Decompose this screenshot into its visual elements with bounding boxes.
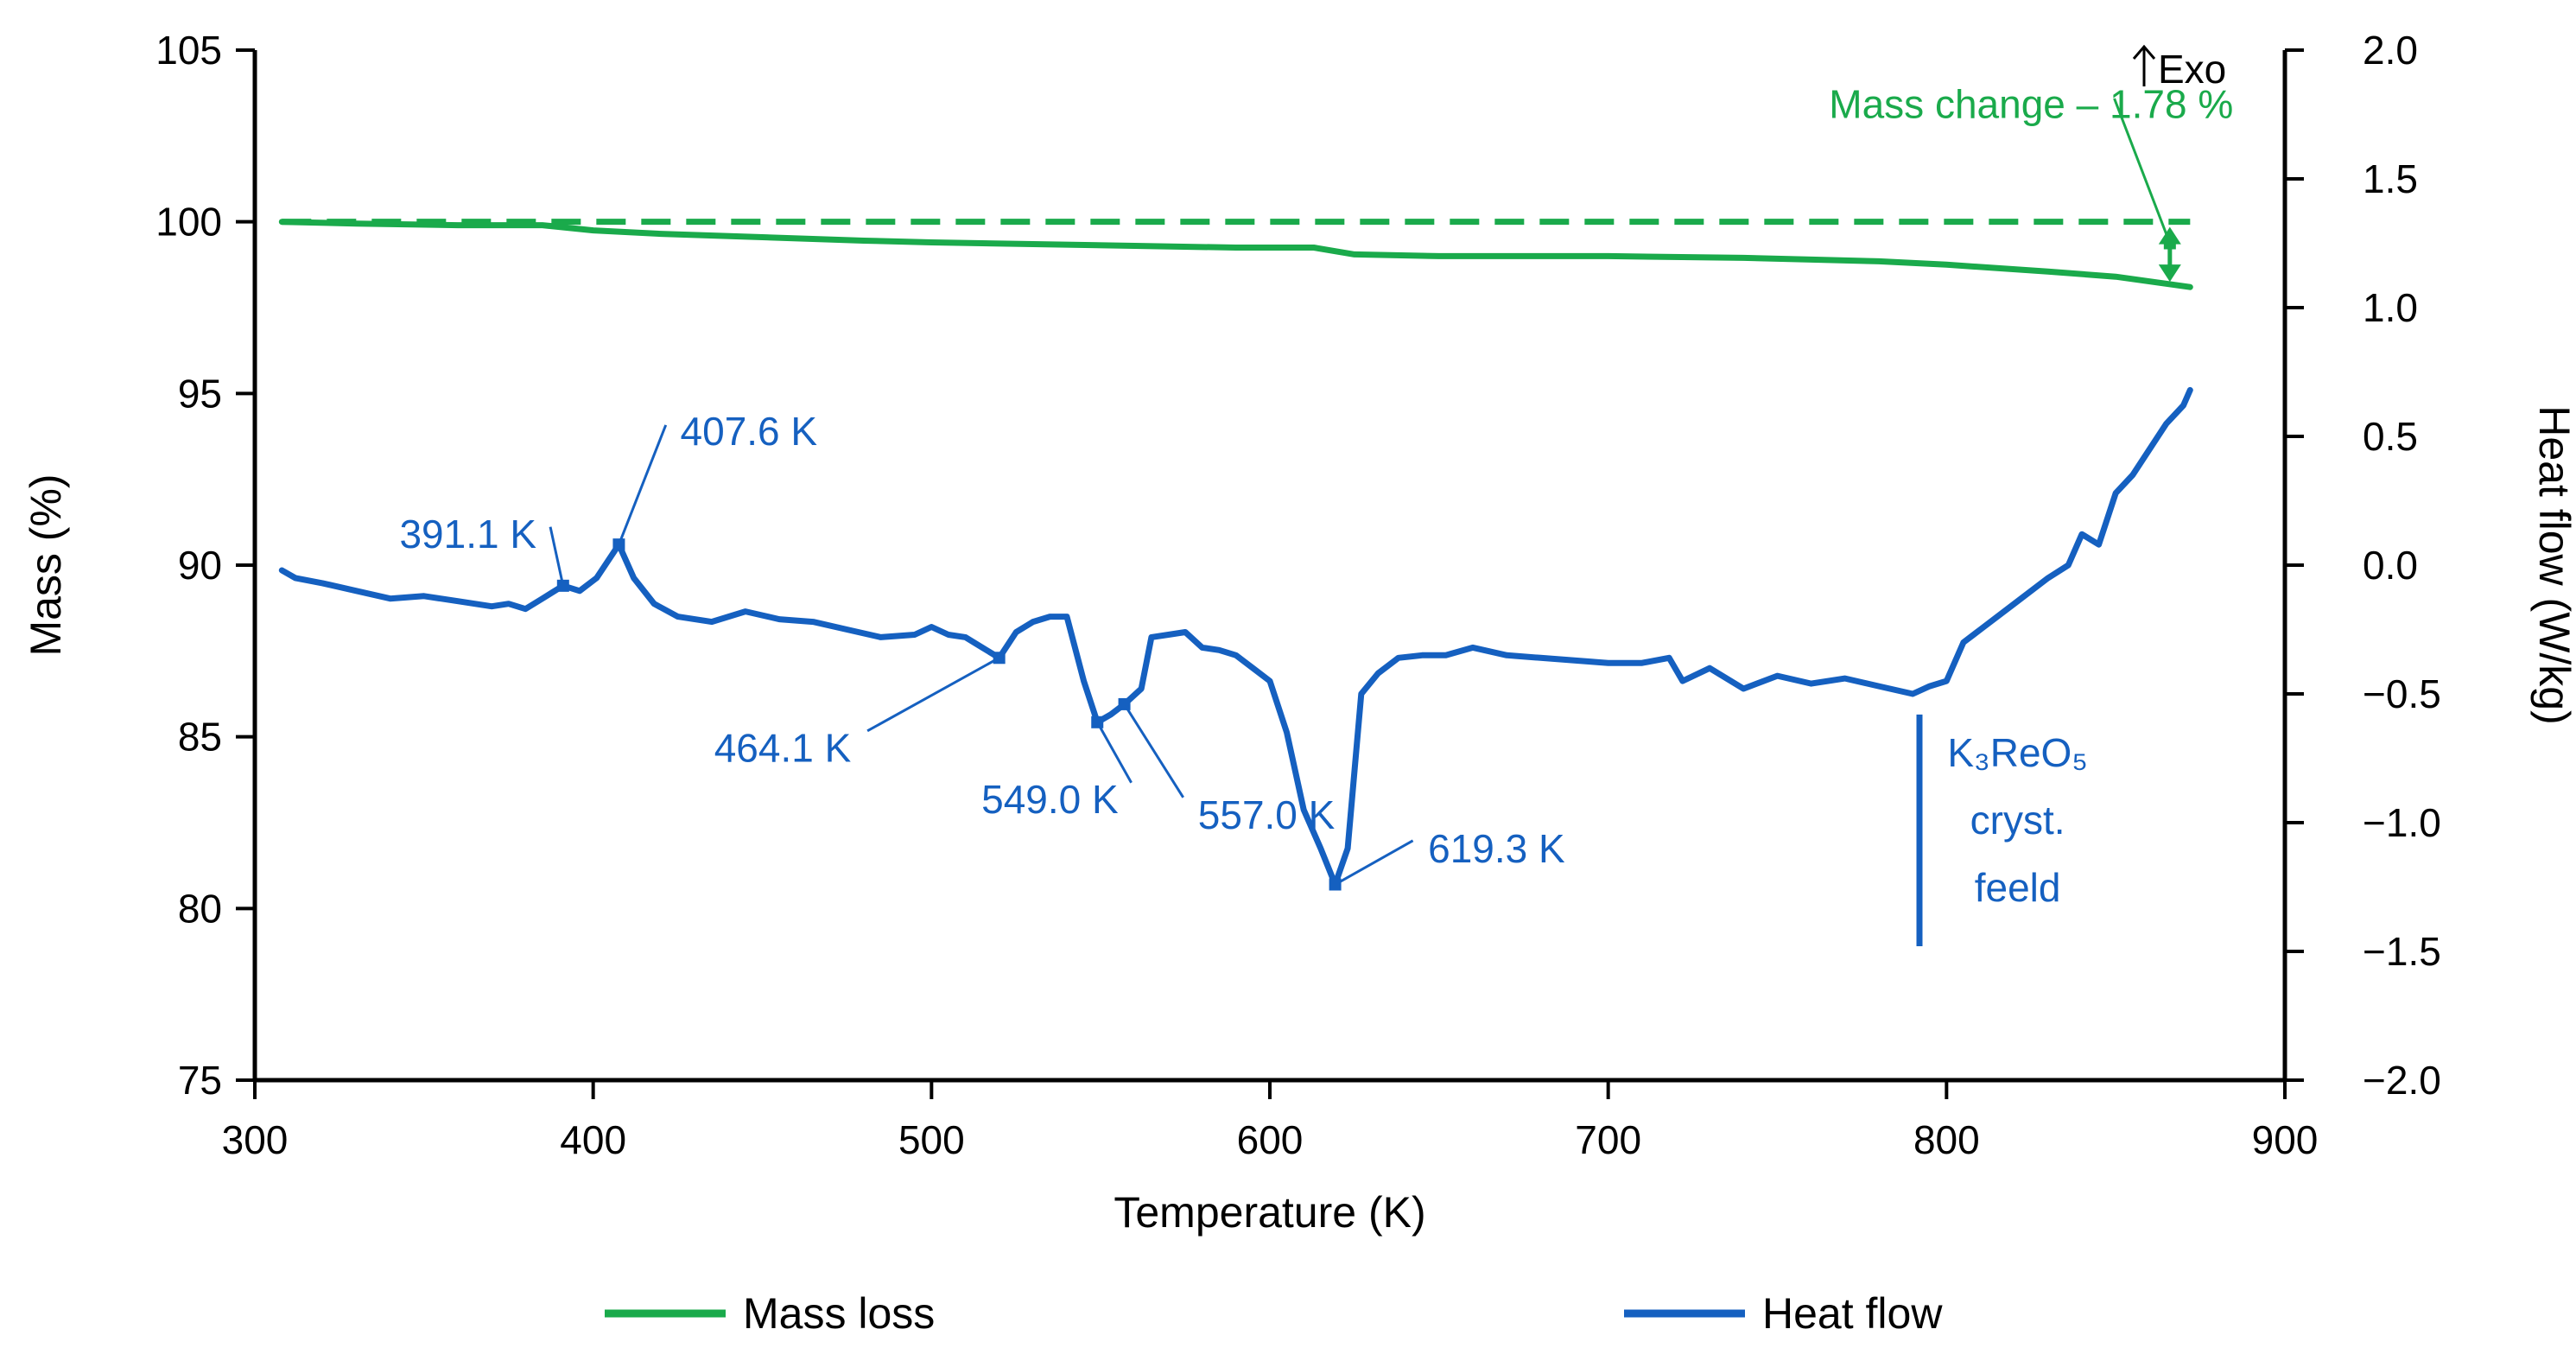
annotation-label: Mass change – 1.78 % <box>1829 82 2233 127</box>
y-left-tick-label: 100 <box>155 200 222 245</box>
y-left-tick-label: 75 <box>178 1058 222 1103</box>
exo-label: Exo <box>2158 47 2226 92</box>
y-left-tick-label: 90 <box>178 543 222 588</box>
annotation-leader <box>866 656 1000 733</box>
annotation-point-marker <box>1091 715 1104 728</box>
mass-loss-line <box>278 219 2193 290</box>
exo-arrow-icon <box>2132 44 2156 86</box>
annotation-label: 391.1 K <box>399 512 536 556</box>
annotation-label: 619.3 K <box>1428 826 1565 871</box>
x-axis-title: Temperature (K) <box>1114 1188 1425 1237</box>
y-right-tick-label: −0.5 <box>2363 671 2441 716</box>
annotation-point-marker <box>2163 237 2176 250</box>
annotation-point-marker <box>1118 697 1131 710</box>
x-tick-label: 600 <box>1237 1117 1304 1162</box>
y-left-tick-label: 95 <box>178 371 222 416</box>
annotation-point-marker <box>1329 878 1342 891</box>
annotation-leader <box>1334 839 1414 886</box>
y-right-tick-label: −2.0 <box>2363 1058 2441 1103</box>
annotation-point-marker <box>556 579 569 592</box>
region-marker-label: cryst. <box>1970 798 2065 843</box>
y-right-tick-label: 1.0 <box>2363 285 2418 330</box>
x-tick-label: 800 <box>1913 1117 1980 1162</box>
annotation-point-marker <box>612 538 625 551</box>
legend: Mass loss Heat flow <box>605 1289 1943 1338</box>
annotation-label: 549.0 K <box>981 777 1119 822</box>
x-tick-label: 700 <box>1575 1117 1641 1162</box>
y-axis-left-title: Mass (%) <box>22 474 70 656</box>
region-marker-label: feeld <box>1975 865 2061 910</box>
series <box>278 219 2193 887</box>
y-left-tick-label: 85 <box>178 715 222 760</box>
annotation-leader <box>549 526 565 587</box>
annotation-point-marker <box>993 652 1006 665</box>
heat-flow-line <box>278 386 2193 887</box>
annotation-label: 464.1 K <box>714 726 852 771</box>
ticks: 300 400 500 600 700 800 900 75 80 85 90 95 100 105 −2.… <box>155 28 2441 1162</box>
y-right-tick-label: −1.0 <box>2363 800 2441 845</box>
y-right-tick-label: −1.5 <box>2363 929 2441 974</box>
y-left-tick-label: 80 <box>178 886 222 931</box>
y-axis-right-title: Heat flow (W/kg) <box>2530 405 2576 725</box>
annotation-label: 557.0 K <box>1198 792 1336 837</box>
mass-change-arrow-head-bottom <box>2158 264 2181 283</box>
annotations: Mass change – 1.78 % 391.1 K 407.6 K 464.1 … <box>399 82 2233 947</box>
y-right-tick-label: 1.5 <box>2363 156 2418 201</box>
annotation-label: 407.6 K <box>681 409 818 454</box>
y-right-tick-label: 2.0 <box>2363 28 2418 73</box>
y-right-tick-label: 0.0 <box>2363 543 2418 588</box>
x-tick-label: 500 <box>898 1117 965 1162</box>
x-tick-label: 300 <box>222 1117 289 1162</box>
annotation-leader <box>618 424 668 545</box>
annotation-leader <box>2113 98 2172 245</box>
annotation-leader <box>1095 722 1133 784</box>
legend-label: Mass loss <box>743 1289 935 1338</box>
legend-label: Heat flow <box>1762 1289 1943 1338</box>
y-right-tick-label: 0.5 <box>2363 414 2418 459</box>
y-left-tick-label: 105 <box>155 28 222 73</box>
x-tick-label: 900 <box>2252 1117 2319 1162</box>
x-tick-label: 400 <box>560 1117 626 1162</box>
region-marker-label: K₃ReO₅ <box>1947 730 2088 775</box>
annotation-leader <box>1123 703 1184 798</box>
